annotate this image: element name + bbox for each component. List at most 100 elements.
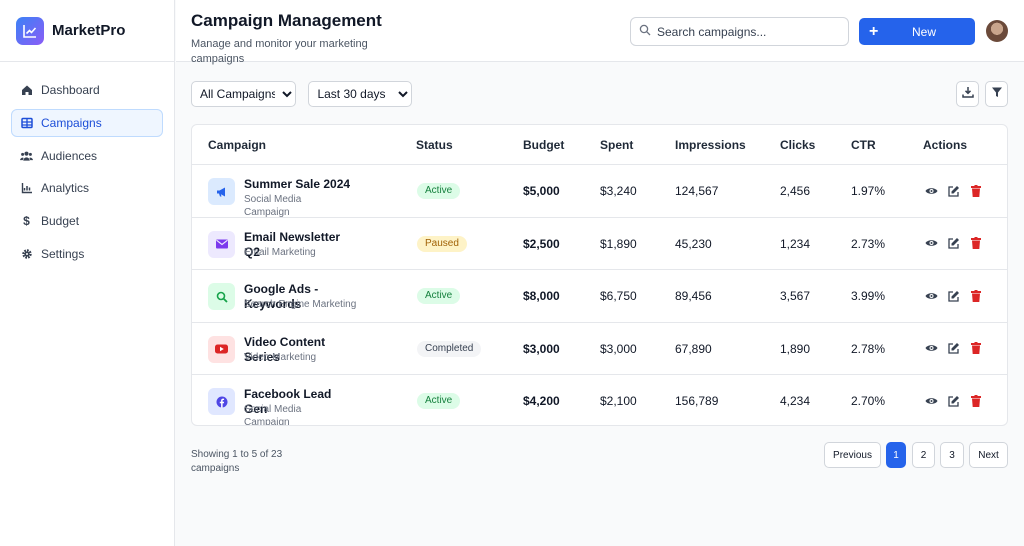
clicks-value: 4,234 bbox=[780, 394, 811, 408]
sidebar-item-settings[interactable]: Settings bbox=[11, 240, 163, 268]
next-button[interactable]: Next bbox=[969, 442, 1008, 468]
new-button-label: New bbox=[912, 24, 937, 39]
previous-button[interactable]: Previous bbox=[824, 442, 881, 468]
impressions-value: 45,230 bbox=[675, 236, 712, 251]
new-campaign-button[interactable]: + New bbox=[859, 18, 975, 45]
view-icon[interactable] bbox=[925, 184, 938, 197]
edit-icon[interactable] bbox=[947, 289, 960, 302]
budget-value: $4,200 bbox=[523, 394, 560, 408]
delete-icon[interactable] bbox=[969, 237, 982, 250]
search-box[interactable] bbox=[630, 17, 849, 46]
row-actions bbox=[925, 184, 982, 197]
pagination-summary: Showing 1 to 5 of 23 campaigns bbox=[191, 449, 283, 474]
col-spent: Spent bbox=[600, 138, 634, 152]
budget-value: $5,000 bbox=[523, 184, 560, 198]
chart-icon bbox=[20, 182, 33, 195]
impressions-value: 124,567 bbox=[675, 184, 719, 198]
delete-icon[interactable] bbox=[969, 289, 982, 302]
impressions-value: 89,456 bbox=[675, 289, 712, 303]
spent-value: $2,100 bbox=[600, 394, 637, 408]
table-row[interactable]: Summer Sale 2024 Social Media Campaign A… bbox=[192, 165, 1007, 218]
sidebar-item-label: Budget bbox=[41, 214, 80, 229]
filter-button[interactable] bbox=[985, 81, 1008, 107]
view-icon[interactable] bbox=[925, 342, 938, 355]
download-icon bbox=[961, 85, 974, 103]
users-icon bbox=[20, 149, 33, 162]
page-2-button[interactable]: 2 bbox=[912, 442, 935, 468]
col-impressions: Impressions bbox=[675, 138, 746, 152]
col-budget: Budget bbox=[523, 138, 565, 152]
sidebar-item-label: Analytics bbox=[41, 181, 90, 196]
col-actions: Actions bbox=[923, 138, 968, 152]
ctr-value: 1.97% bbox=[851, 184, 886, 198]
col-status: Status bbox=[416, 138, 453, 152]
delete-icon[interactable] bbox=[969, 342, 982, 355]
edit-icon[interactable] bbox=[947, 394, 960, 407]
filter-icon bbox=[991, 85, 1003, 103]
plus-icon: + bbox=[869, 22, 879, 40]
youtube-icon bbox=[208, 335, 235, 363]
download-button[interactable] bbox=[956, 81, 979, 107]
campaigns-table: Campaign Status Budget Spent Impressions… bbox=[191, 124, 1008, 426]
campaign-name: Email Newsletter Q2 bbox=[244, 229, 341, 259]
campaign-name: Facebook Lead Gen bbox=[244, 387, 332, 416]
sidebar-item-analytics[interactable]: Analytics bbox=[11, 174, 163, 202]
status-badge: Active bbox=[417, 288, 461, 304]
view-icon[interactable] bbox=[925, 237, 938, 250]
gear-icon bbox=[20, 247, 33, 260]
sidebar-item-audiences[interactable]: Audiences bbox=[11, 142, 163, 170]
campaign-filter-select[interactable]: All Campaigns bbox=[191, 81, 296, 107]
search-input[interactable] bbox=[657, 24, 837, 39]
table-row[interactable]: Facebook Lead Gen Social Media Campaign … bbox=[192, 375, 1007, 426]
edit-icon[interactable] bbox=[947, 184, 960, 197]
delete-icon[interactable] bbox=[969, 394, 982, 407]
sidebar-item-budget[interactable]: $ Budget bbox=[11, 207, 163, 235]
campaign-name: Video Content Series bbox=[244, 334, 326, 364]
spent-value: $3,240 bbox=[600, 184, 637, 198]
col-clicks: Clicks bbox=[780, 138, 816, 152]
sidebar-item-dashboard[interactable]: Dashboard bbox=[11, 76, 163, 104]
budget-value: $8,000 bbox=[523, 289, 560, 303]
page-header: Campaign Management Manage and monitor y… bbox=[176, 0, 1024, 65]
ctr-value: 3.99% bbox=[851, 289, 886, 303]
date-filter-select[interactable]: Last 30 days bbox=[308, 81, 413, 107]
search-icon bbox=[208, 283, 235, 310]
impressions-value: 156,789 bbox=[675, 394, 719, 408]
delete-icon[interactable] bbox=[969, 184, 982, 197]
spent-value: $1,890 bbox=[600, 236, 637, 251]
table-header: Campaign Status Budget Spent Impressions… bbox=[192, 125, 1007, 165]
table-row[interactable]: Email Newsletter Q2 Email Marketing Paus… bbox=[192, 218, 1007, 270]
row-actions bbox=[925, 394, 982, 407]
search-icon bbox=[639, 23, 651, 41]
facebook-icon bbox=[208, 388, 235, 415]
campaign-type: Email Marketing bbox=[244, 246, 316, 258]
brand-name: MarketPro bbox=[52, 22, 126, 39]
col-ctr: CTR bbox=[851, 138, 876, 152]
edit-icon[interactable] bbox=[947, 237, 960, 250]
view-icon[interactable] bbox=[925, 394, 938, 407]
main-content: Campaign Management Manage and monitor y… bbox=[176, 0, 1024, 546]
sidebar-item-campaigns[interactable]: Campaigns bbox=[11, 108, 163, 137]
campaign-name: Summer Sale 2024 bbox=[244, 177, 351, 191]
row-actions bbox=[925, 289, 982, 302]
page-3-button[interactable]: 3 bbox=[940, 442, 964, 468]
sidebar-item-label: Dashboard bbox=[41, 83, 100, 97]
page-1-button[interactable]: 1 bbox=[886, 442, 906, 468]
campaign-name: Google Ads - Keywords bbox=[244, 282, 319, 311]
avatar[interactable] bbox=[986, 20, 1008, 42]
campaign-type: Social Media Campaign bbox=[244, 404, 302, 426]
edit-icon[interactable] bbox=[947, 342, 960, 355]
view-icon[interactable] bbox=[925, 289, 938, 302]
clicks-value: 2,456 bbox=[780, 184, 811, 198]
dollar-icon: $ bbox=[23, 214, 30, 229]
ctr-value: 2.78% bbox=[851, 341, 886, 356]
status-badge: Paused bbox=[417, 235, 467, 252]
status-badge: Completed bbox=[417, 340, 482, 357]
brand: MarketPro bbox=[0, 0, 174, 62]
clicks-value: 1,890 bbox=[780, 341, 811, 356]
row-actions bbox=[925, 342, 982, 355]
table-row[interactable]: Google Ads - Keywords Search Engine Mark… bbox=[192, 270, 1007, 323]
filters-bar: All Campaigns Last 30 days bbox=[191, 81, 413, 107]
sidebar-item-label: Audiences bbox=[41, 148, 98, 163]
table-row[interactable]: Video Content Series Video Marketing Com… bbox=[192, 323, 1007, 375]
